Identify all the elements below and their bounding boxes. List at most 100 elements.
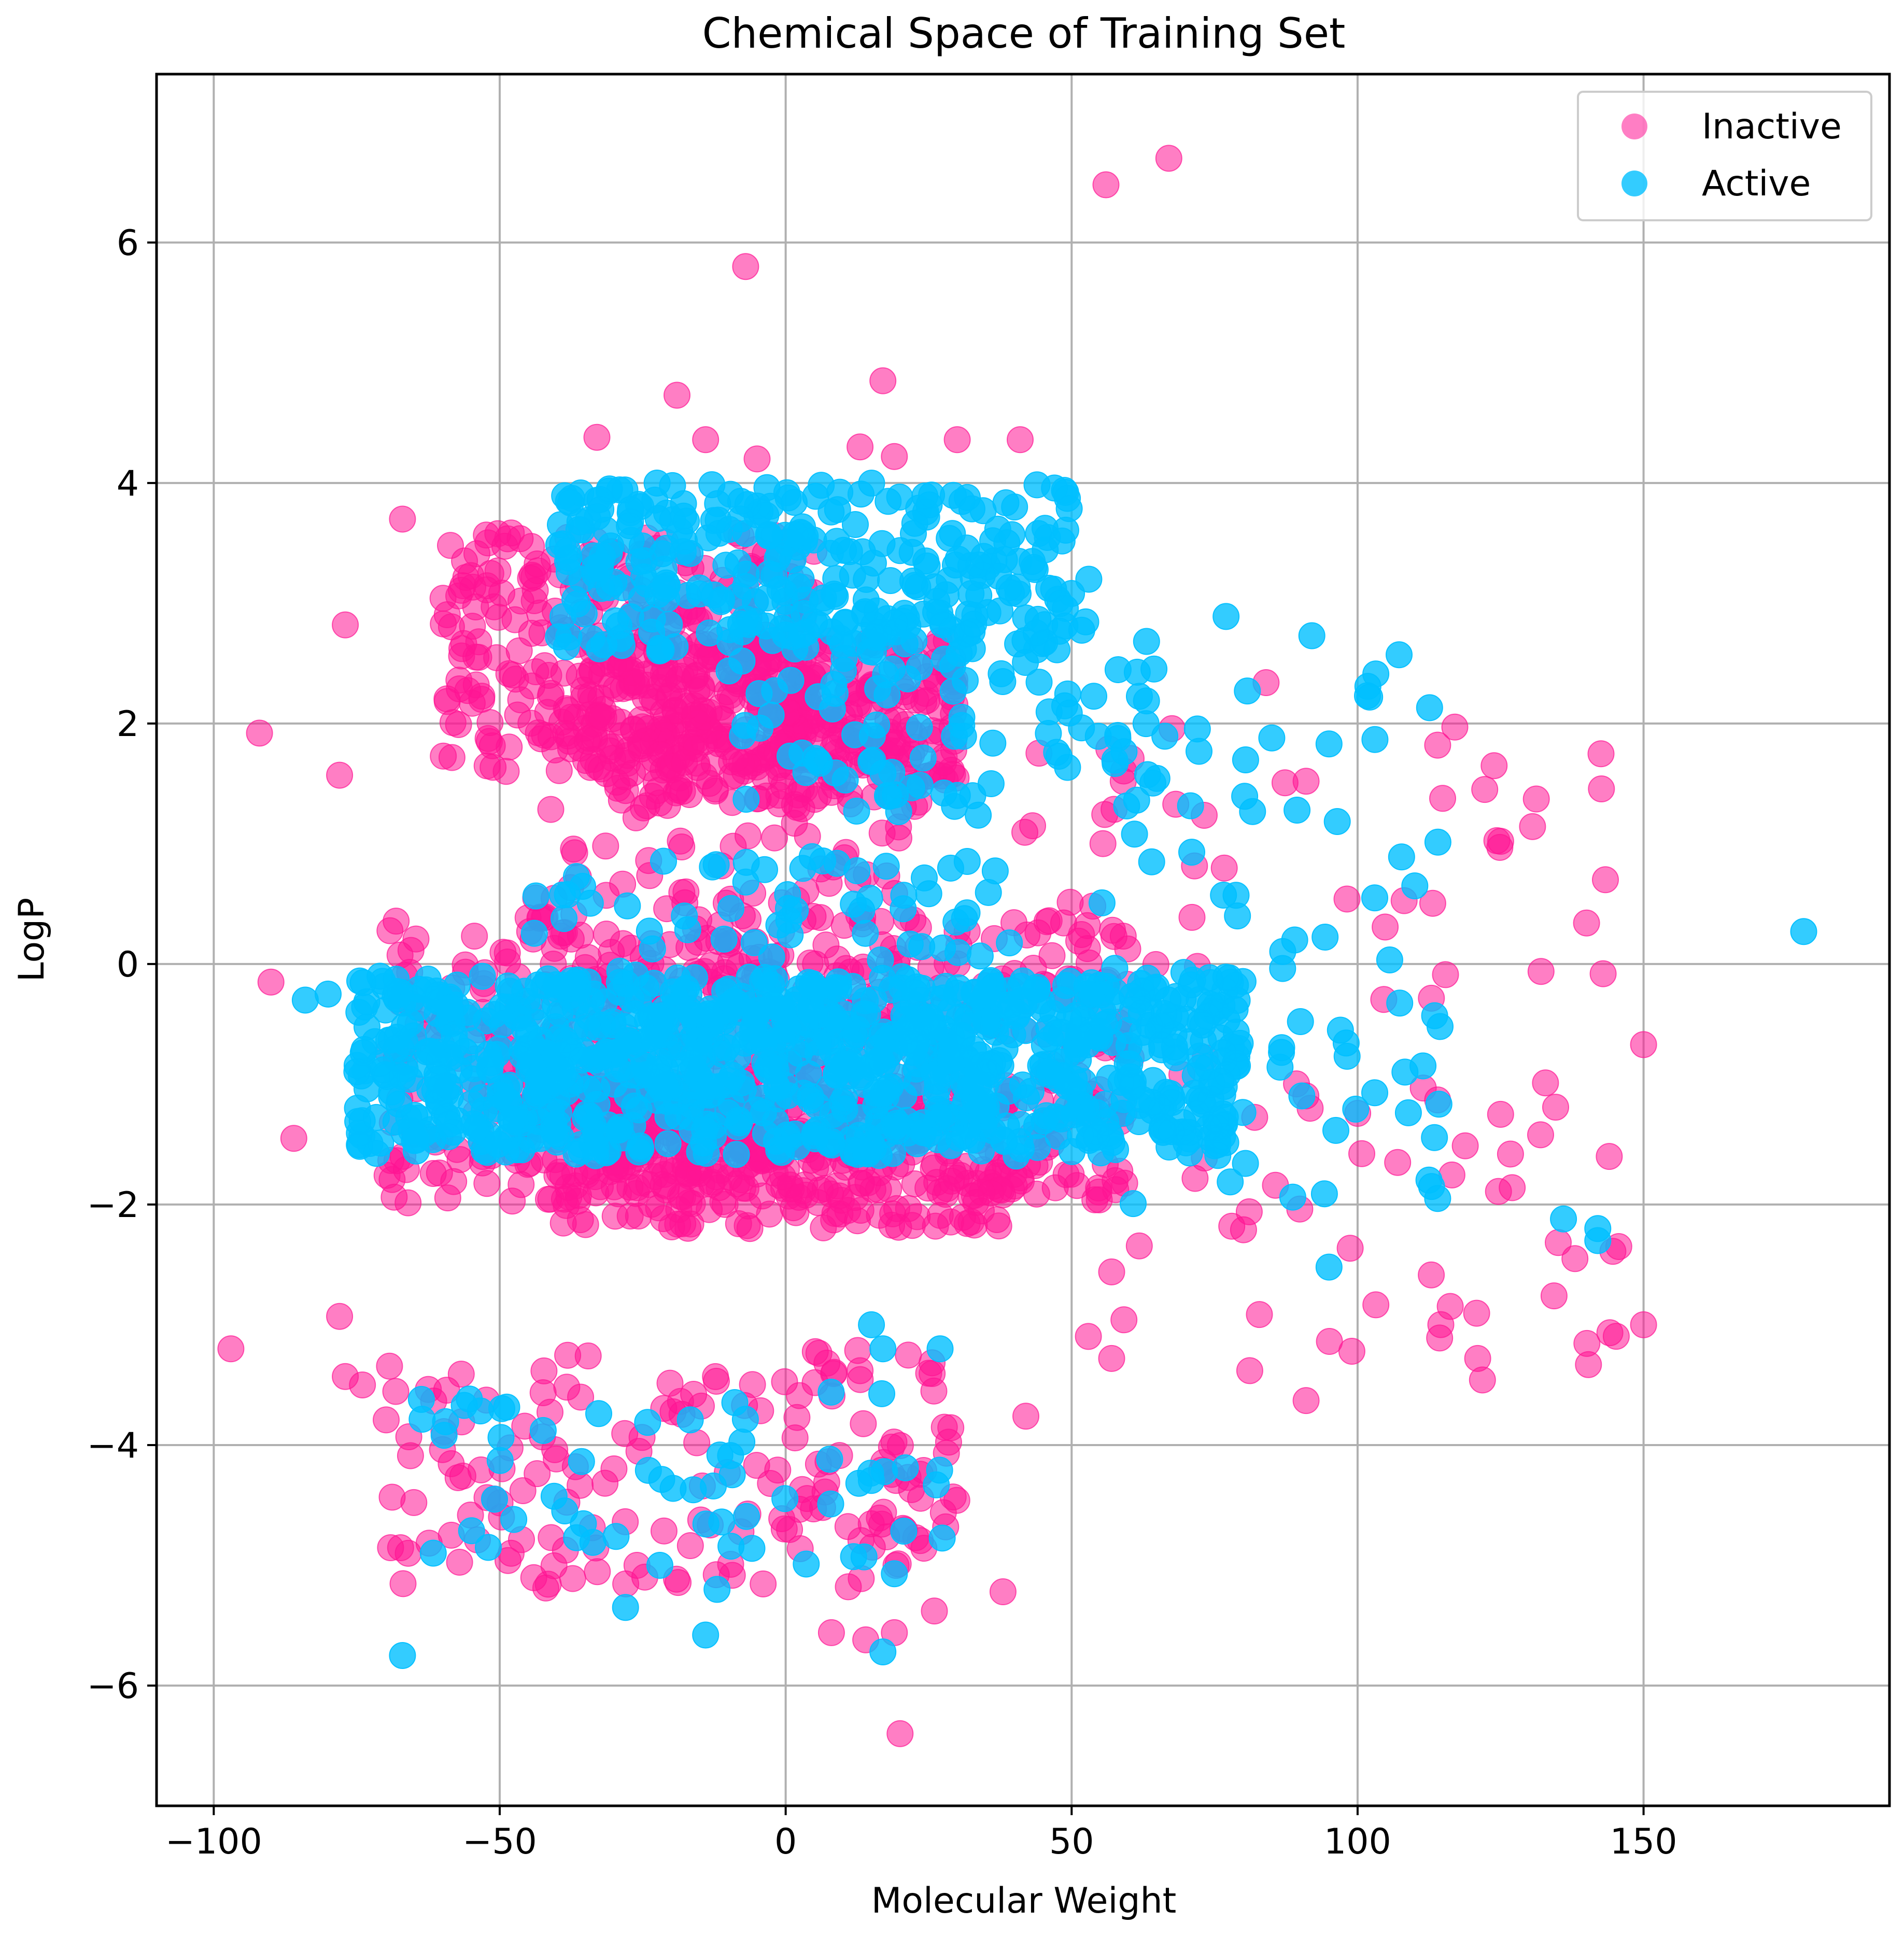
inactive-point [1100, 923, 1127, 950]
active-point [1110, 738, 1138, 766]
inactive-point [632, 727, 659, 755]
inactive-point [664, 381, 690, 409]
active-point [830, 1051, 858, 1078]
active-point [1120, 1190, 1147, 1218]
active-point [857, 748, 885, 775]
active-point [717, 1533, 745, 1560]
inactive-point [1480, 752, 1508, 780]
inactive-point [1056, 888, 1084, 916]
active-point [858, 722, 886, 749]
x-tick-label: 100 [1324, 1821, 1391, 1862]
inactive-point [870, 1498, 897, 1526]
active-point [1323, 808, 1351, 835]
y-tick-label: 0 [117, 944, 139, 985]
active-point [1123, 786, 1150, 814]
active-point [899, 568, 926, 595]
active-point [890, 882, 918, 909]
active-point [960, 979, 988, 1007]
inactive-point [430, 610, 457, 638]
active-point [399, 984, 426, 1012]
active-point [703, 1576, 731, 1603]
active-point [1068, 616, 1095, 644]
active-point [890, 1518, 918, 1545]
inactive-point [461, 923, 488, 950]
active-point [1204, 1142, 1232, 1169]
inactive-point [1426, 1324, 1454, 1352]
inactive-point [1089, 830, 1117, 857]
inactive-point [1596, 1319, 1624, 1347]
active-point [602, 1523, 630, 1550]
active-point [817, 1378, 845, 1406]
active-point [315, 980, 342, 1008]
inactive-point [743, 445, 771, 473]
active-point [692, 1621, 720, 1649]
y-tick-label: −4 [87, 1425, 139, 1466]
inactive-point [1497, 1140, 1524, 1168]
active-point [1361, 884, 1388, 912]
active-point [872, 853, 900, 880]
active-point [940, 482, 967, 509]
inactive-point [326, 1303, 354, 1330]
inactive-point [1372, 913, 1399, 941]
active-point [1356, 683, 1384, 711]
active-point [1068, 714, 1095, 742]
active-point [475, 1041, 502, 1068]
active-point [718, 1461, 746, 1489]
inactive-point [430, 742, 457, 770]
inactive-point [591, 1469, 619, 1497]
active-point [515, 1021, 542, 1048]
inactive-point [881, 443, 908, 470]
active-point [867, 946, 894, 973]
active-point [551, 905, 578, 932]
inactive-point [1464, 1345, 1491, 1372]
inactive-point [735, 1192, 762, 1220]
y-tick-label: −6 [87, 1666, 139, 1707]
active-point [816, 1446, 843, 1473]
active-point [906, 714, 933, 741]
inactive-point [1098, 1258, 1125, 1285]
inactive-point [665, 1569, 692, 1596]
inactive-point [677, 1210, 704, 1238]
inactive-point [376, 1352, 403, 1380]
inactive-point [847, 433, 874, 461]
active-point [1425, 1091, 1452, 1118]
active-point [792, 759, 820, 786]
inactive-point [651, 666, 678, 694]
legend: Inactive Active [1577, 91, 1872, 221]
active-point [695, 1000, 722, 1028]
inactive-point [217, 1335, 245, 1363]
active-point [721, 1389, 749, 1416]
active-point [1170, 959, 1197, 986]
active-point [1207, 1068, 1235, 1095]
active-point [923, 588, 951, 615]
active-point [638, 618, 666, 646]
inactive-point [674, 1160, 702, 1187]
active-point [1217, 1168, 1244, 1196]
inactive-point [1451, 1132, 1479, 1159]
inactive-point [1424, 731, 1451, 759]
active-point [1074, 1031, 1101, 1058]
active-point [383, 1024, 411, 1051]
active-point [1327, 1016, 1354, 1044]
active-point [731, 712, 759, 739]
inactive-point [473, 521, 500, 549]
inactive-point [785, 1184, 813, 1211]
inactive-point [1630, 1311, 1657, 1338]
inactive-point [383, 908, 410, 935]
inactive-point [844, 1337, 871, 1364]
active-point [915, 491, 943, 518]
active-point [1288, 1082, 1316, 1110]
inactive-point [1418, 1261, 1445, 1289]
y-axis-label: LogP [11, 898, 52, 982]
inactive-point [518, 619, 545, 647]
active-point [822, 759, 849, 787]
active-point [1129, 1086, 1156, 1113]
inactive-point [1432, 961, 1459, 988]
active-point [901, 510, 928, 537]
active-point [732, 573, 759, 600]
active-point [1019, 548, 1046, 575]
active-point [1310, 1180, 1338, 1208]
active-point [442, 1031, 470, 1058]
active-point [1212, 603, 1240, 630]
